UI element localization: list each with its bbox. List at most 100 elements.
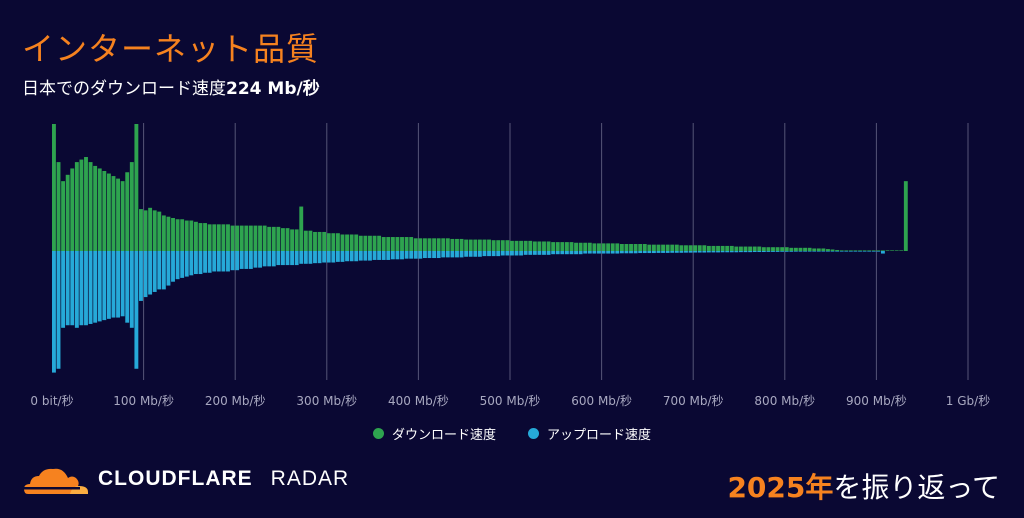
download-bar[interactable] [487,239,491,251]
download-bar[interactable] [409,237,414,251]
download-bar[interactable] [203,223,208,251]
upload-bar[interactable] [377,251,382,260]
upload-bar[interactable] [381,251,386,260]
download-bar[interactable] [248,225,253,251]
download-bar[interactable] [725,245,730,251]
download-bar[interactable] [482,239,487,251]
download-bar[interactable] [299,206,304,251]
upload-bar[interactable] [711,251,716,253]
download-bar[interactable] [368,235,372,251]
upload-bar[interactable] [455,251,459,258]
upload-bar[interactable] [400,251,404,260]
upload-bar[interactable] [729,251,734,253]
download-bar[interactable] [326,233,331,251]
download-bar[interactable] [761,247,766,251]
download-bar[interactable] [532,241,537,251]
download-bar[interactable] [564,242,569,251]
upload-bar[interactable] [244,251,249,269]
download-bar[interactable] [816,248,821,251]
download-bar[interactable] [844,250,849,251]
download-bar[interactable] [455,238,459,251]
upload-bar[interactable] [281,251,285,266]
upload-bar[interactable] [253,251,258,268]
download-bar[interactable] [647,244,652,251]
download-bar[interactable] [876,250,881,251]
download-bar[interactable] [400,237,404,251]
upload-bar[interactable] [464,251,469,257]
upload-bar[interactable] [716,251,720,253]
upload-bar[interactable] [65,251,70,326]
upload-bar[interactable] [546,251,551,255]
download-bar[interactable] [656,244,661,251]
download-bar[interactable] [519,240,524,251]
upload-bar[interactable] [262,251,267,267]
legend-item-download[interactable]: ダウンロード速度 [372,424,496,443]
download-bar[interactable] [262,225,267,251]
upload-bar[interactable] [70,251,75,326]
download-bar[interactable] [780,247,785,251]
upload-bar[interactable] [404,251,409,259]
upload-bar[interactable] [812,251,817,252]
upload-bar[interactable] [858,251,862,252]
download-bar[interactable] [161,215,166,251]
download-bar[interactable] [340,234,345,251]
download-bar[interactable] [166,216,171,251]
download-bar[interactable] [358,235,363,251]
download-bar[interactable] [427,238,432,251]
download-bar[interactable] [322,231,327,251]
upload-bar[interactable] [821,251,826,252]
upload-bar[interactable] [693,251,698,253]
upload-bar[interactable] [514,251,519,256]
upload-bar[interactable] [418,251,423,259]
download-bar[interactable] [335,233,340,251]
upload-bar[interactable] [152,251,157,292]
download-bar[interactable] [253,225,258,251]
download-bar[interactable] [574,242,578,252]
download-bar[interactable] [70,168,75,251]
upload-bar[interactable] [771,251,775,252]
upload-bar[interactable] [106,251,111,319]
download-bar[interactable] [276,226,281,251]
upload-bar[interactable] [61,251,66,328]
upload-bar[interactable] [619,251,624,254]
upload-bar[interactable] [606,251,611,254]
download-bar[interactable] [281,228,285,251]
download-bar[interactable] [688,245,693,251]
download-bar[interactable] [610,243,615,251]
upload-bar[interactable] [793,251,798,252]
download-bar[interactable] [216,224,221,251]
download-bar[interactable] [441,238,446,251]
upload-bar[interactable] [427,251,432,259]
upload-bar[interactable] [345,251,349,262]
upload-bar[interactable] [175,251,180,280]
upload-bar[interactable] [74,251,79,328]
upload-bar[interactable] [491,251,496,257]
download-bar[interactable] [303,230,308,251]
upload-bar[interactable] [129,251,134,328]
download-bar[interactable] [395,237,400,251]
upload-bar[interactable] [853,251,858,252]
download-bar[interactable] [313,231,317,251]
upload-bar[interactable] [789,251,794,252]
download-bar[interactable] [171,217,175,251]
download-bar[interactable] [858,250,862,251]
upload-bar[interactable] [587,251,592,254]
upload-bar[interactable] [335,251,340,262]
upload-bar[interactable] [303,251,308,264]
download-bar[interactable] [514,240,519,251]
upload-bar[interactable] [473,251,478,257]
download-bar[interactable] [624,244,629,251]
download-bar[interactable] [651,244,656,251]
download-bar[interactable] [267,226,272,251]
download-bar[interactable] [903,181,908,251]
upload-bar[interactable] [688,251,693,253]
upload-bar[interactable] [477,251,482,257]
upload-bar[interactable] [633,251,638,254]
download-bar[interactable] [129,162,134,251]
download-bar[interactable] [601,243,606,251]
upload-bar[interactable] [564,251,569,255]
download-bar[interactable] [496,240,501,251]
upload-bar[interactable] [615,251,620,254]
upload-bar[interactable] [340,251,345,262]
download-bar[interactable] [413,238,418,251]
